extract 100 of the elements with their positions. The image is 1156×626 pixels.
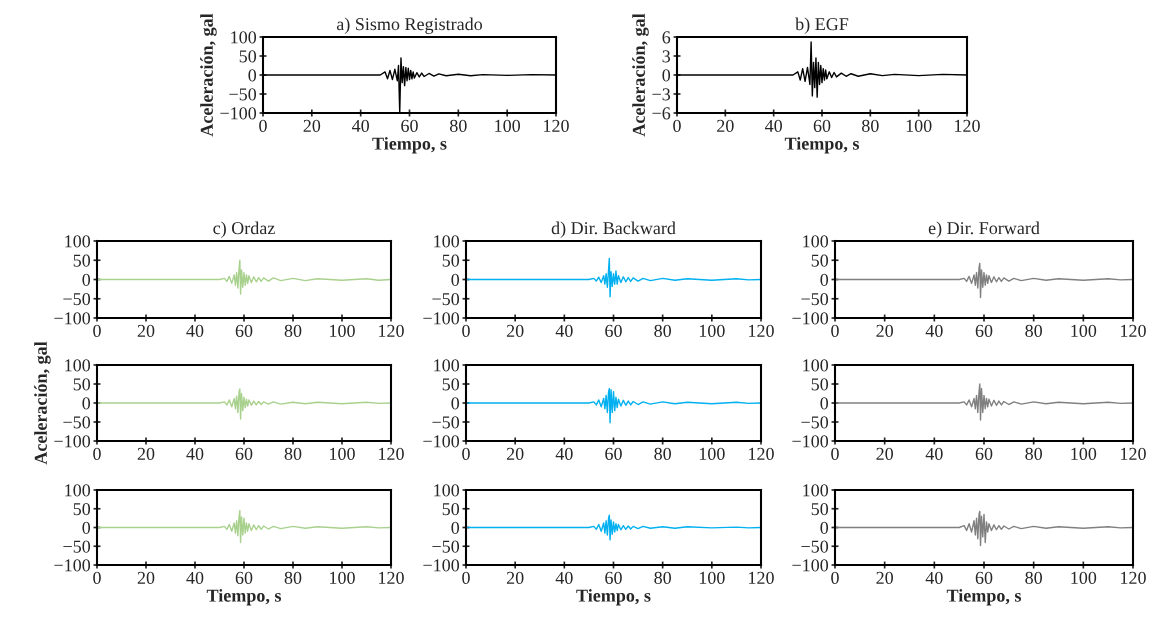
y-tick-label: −50 — [63, 416, 91, 429]
x-tick-label: 100 — [330, 447, 355, 460]
y-tick-label: −50 — [63, 540, 91, 553]
y-tick-label: 3 — [662, 50, 671, 63]
y-tick-label: 0 — [451, 397, 460, 410]
chart-title: e) Dir. Forward — [928, 221, 1040, 238]
y-tick-label: −50 — [801, 293, 829, 306]
y-tick-label: −100 — [220, 107, 257, 120]
x-tick-label: 120 — [1121, 324, 1146, 337]
y-tick-label: 100 — [434, 235, 460, 248]
x-tick-label: 20 — [506, 571, 524, 584]
x-tick-label: 80 — [861, 119, 879, 132]
x-axis-title: Tiempo, s — [946, 589, 1022, 606]
x-tick-label: 80 — [654, 324, 672, 337]
y-tick-label: 100 — [803, 484, 829, 497]
y-tick-label: 100 — [434, 359, 460, 372]
line-series — [835, 383, 1133, 421]
x-tick-label: 0 — [93, 447, 101, 460]
x-tick-label: 60 — [605, 447, 622, 460]
x-tick-label: 100 — [699, 324, 725, 337]
x-tick-label: 40 — [555, 571, 573, 584]
x-tick-label: 20 — [303, 119, 321, 132]
y-tick-label: −100 — [792, 559, 829, 572]
chart-title: a) Sismo Registrado — [336, 17, 483, 34]
y-tick-label: 0 — [662, 69, 671, 82]
x-tick-label: 80 — [654, 447, 672, 460]
y-tick-label: 50 — [239, 50, 257, 63]
y-tick-label: −6 — [652, 107, 671, 120]
x-tick-label: 120 — [379, 324, 404, 337]
chart-title: b) EGF — [795, 17, 849, 34]
x-tick-label: 0 — [831, 324, 839, 337]
y-tick-label: −50 — [801, 540, 829, 553]
y-tick-label: −100 — [423, 312, 460, 325]
x-tick-label: 100 — [1071, 571, 1097, 584]
x-tick-label: 20 — [876, 324, 894, 337]
y-tick-label: −50 — [63, 293, 91, 306]
y-tick-label: 0 — [451, 273, 460, 286]
y-tick-label: −100 — [792, 435, 829, 448]
x-tick-label: 60 — [605, 571, 622, 584]
x-tick-label: 20 — [506, 324, 524, 337]
line-series — [466, 387, 761, 424]
x-tick-label: 120 — [749, 447, 774, 460]
line-series — [97, 388, 391, 420]
y-tick-label: 0 — [451, 521, 460, 534]
x-tick-label: 80 — [654, 571, 672, 584]
line-series — [97, 259, 391, 295]
x-tick-label: 40 — [186, 571, 204, 584]
x-tick-label: 40 — [925, 324, 943, 337]
x-tick-label: 100 — [906, 119, 932, 132]
x-tick-label: 120 — [544, 119, 569, 132]
y-tick-label: −50 — [432, 416, 460, 429]
line-series — [835, 510, 1133, 547]
x-tick-label: 60 — [813, 119, 831, 132]
line-series — [835, 262, 1133, 299]
x-tick-label: 80 — [1025, 324, 1043, 337]
y-tick-label: 100 — [231, 31, 257, 44]
chart-title: c) Ordaz — [213, 221, 275, 238]
x-tick-label: 120 — [955, 119, 980, 132]
y-tick-label: −100 — [54, 559, 91, 572]
y-tick-label: −100 — [423, 559, 460, 572]
y-tick-label: −100 — [54, 435, 91, 448]
y-tick-label: −50 — [801, 416, 829, 429]
y-tick-label: −3 — [652, 88, 671, 101]
x-tick-label: 40 — [555, 447, 573, 460]
x-tick-label: 80 — [1025, 571, 1043, 584]
x-tick-label: 60 — [975, 447, 993, 460]
x-tick-label: 40 — [764, 119, 783, 132]
y-tick-label: 100 — [65, 359, 91, 372]
y-tick-label: −100 — [54, 312, 91, 325]
x-tick-label: 0 — [93, 324, 101, 337]
x-tick-label: 40 — [555, 324, 573, 337]
x-tick-label: 80 — [284, 324, 302, 337]
line-series — [97, 509, 391, 544]
x-axis-title: Tiempo, s — [372, 137, 447, 154]
y-tick-label: −50 — [229, 88, 257, 101]
x-tick-label: 80 — [284, 571, 302, 584]
x-tick-label: 40 — [925, 571, 943, 584]
x-tick-label: 0 — [93, 571, 101, 584]
x-tick-label: 40 — [186, 447, 204, 460]
x-tick-label: 20 — [137, 447, 155, 460]
x-tick-label: 60 — [975, 324, 993, 337]
y-tick-label: −50 — [432, 540, 460, 553]
x-tick-label: 0 — [462, 324, 470, 337]
y-tick-label: 100 — [65, 235, 91, 248]
y-tick-label: 0 — [820, 397, 829, 410]
y-tick-label: 50 — [73, 503, 91, 516]
x-tick-label: 100 — [330, 571, 355, 584]
line-series — [466, 257, 761, 298]
x-tick-label: 80 — [284, 447, 302, 460]
x-tick-label: 0 — [673, 119, 681, 132]
y-tick-label: 0 — [820, 521, 829, 534]
y-tick-label: −50 — [432, 293, 460, 306]
chart-title: d) Dir. Backward — [551, 221, 676, 238]
x-tick-label: 20 — [137, 324, 155, 337]
y-tick-label: 50 — [442, 254, 460, 267]
x-tick-label: 120 — [749, 324, 774, 337]
x-tick-label: 120 — [379, 447, 404, 460]
x-tick-label: 0 — [259, 119, 267, 132]
y-tick-label: 6 — [662, 31, 671, 44]
x-tick-label: 120 — [749, 571, 774, 584]
